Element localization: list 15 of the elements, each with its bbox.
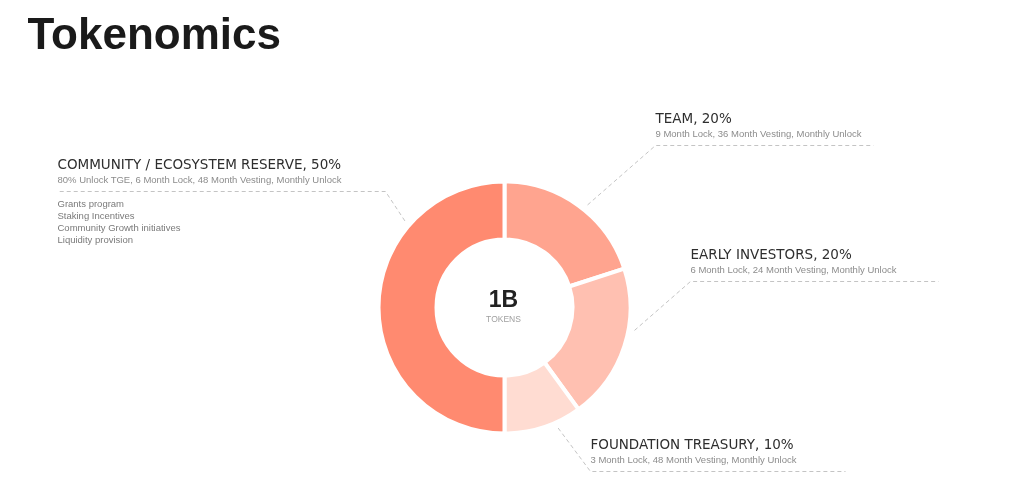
text: 6 Month Lock, 24 Month Vesting, Monthly Unlock [690,263,897,275]
slice-label: TEAM, 20% [654,109,732,126]
text: 9 Month Lock, 36 Month Vesting, Monthly Unlock [655,127,862,139]
text: 80% Unlock TGE, 6 Month Lock, 48 Month Vesting, Monthly Unlock [57,173,342,185]
slice-label: EARLY INVESTORS, 20% [690,245,852,262]
chart-title: Tokenomics [27,8,281,58]
text: Grants program [57,197,125,209]
slice-label: COMMUNITY / ECOSYSTEM RESERVE, 50% [57,155,342,172]
text: 3 Month Lock, 48 Month Vesting, Monthly Unlock [590,453,797,465]
text: Staking Incentives [57,209,135,221]
slice-label: FOUNDATION TREASURY, 10% [590,435,794,452]
text: TOKENS [486,313,522,324]
text: Community Growth initiatives [57,221,181,233]
text: Liquidity provision [57,234,134,246]
text: 1B [488,285,519,312]
